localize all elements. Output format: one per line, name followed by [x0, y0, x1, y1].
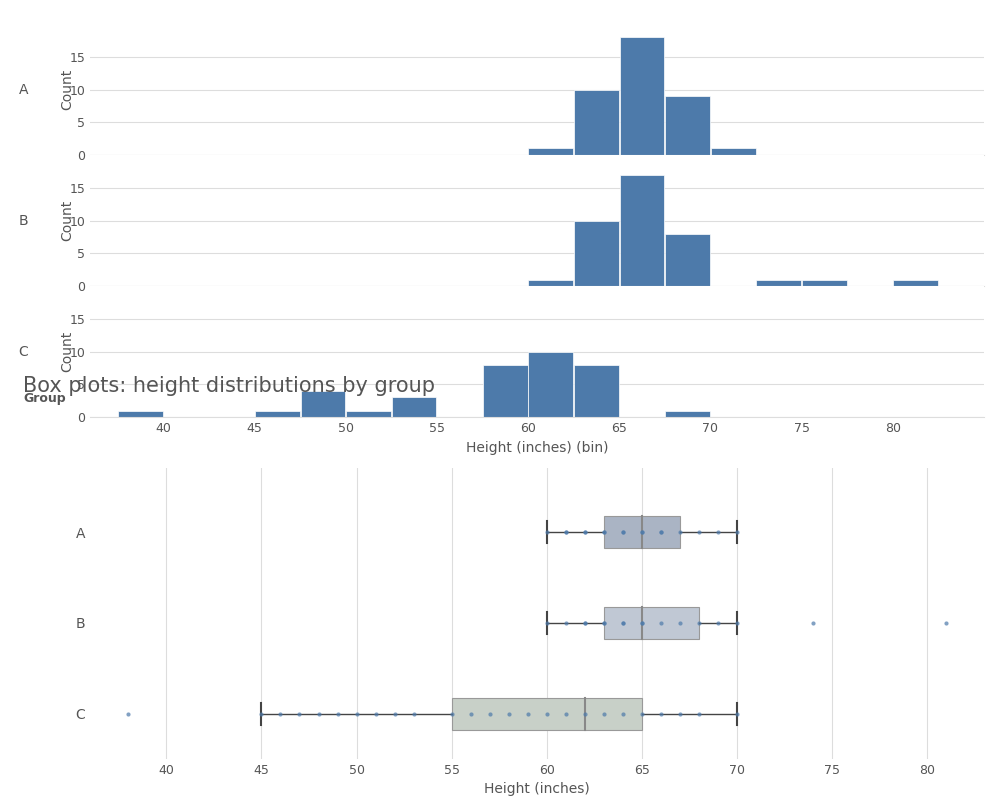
Point: [652, 707, 668, 720]
Point: [538, 707, 554, 720]
Bar: [603, 516, 679, 548]
Point: [595, 526, 611, 539]
Point: [652, 526, 668, 539]
Point: [595, 617, 611, 630]
Point: [709, 617, 725, 630]
Point: [291, 707, 307, 720]
Point: [728, 526, 744, 539]
Point: [652, 617, 668, 630]
Bar: [665, 411, 709, 417]
Point: [576, 617, 592, 630]
Point: [500, 707, 517, 720]
Point: [576, 526, 592, 539]
Text: B: B: [18, 213, 28, 228]
Point: [405, 707, 421, 720]
Point: [272, 707, 288, 720]
Point: [386, 707, 402, 720]
Text: Box plots: height distributions by group: Box plots: height distributions by group: [23, 376, 435, 396]
Bar: [346, 411, 390, 417]
Point: [595, 526, 611, 539]
Point: [367, 707, 383, 720]
Bar: [300, 391, 345, 417]
Point: [804, 617, 820, 630]
Bar: [603, 607, 698, 638]
Point: [462, 707, 478, 720]
Point: [728, 707, 744, 720]
Bar: [574, 89, 618, 155]
Text: A: A: [19, 82, 28, 97]
Point: [557, 526, 573, 539]
Point: [633, 617, 649, 630]
Bar: [482, 364, 527, 417]
Point: [520, 707, 536, 720]
Bar: [893, 280, 937, 286]
X-axis label: Height (inches) (bin): Height (inches) (bin): [465, 440, 608, 455]
Point: [443, 707, 459, 720]
Point: [633, 526, 649, 539]
Point: [595, 707, 611, 720]
Point: [481, 707, 497, 720]
Y-axis label: Count: Count: [60, 331, 74, 372]
Point: [557, 526, 573, 539]
Bar: [528, 149, 573, 155]
Point: [633, 707, 649, 720]
Point: [937, 617, 953, 630]
Point: [728, 617, 744, 630]
Point: [652, 526, 668, 539]
Bar: [665, 96, 709, 155]
Point: [557, 707, 573, 720]
Point: [614, 526, 630, 539]
Point: [538, 526, 554, 539]
Y-axis label: Count: Count: [60, 69, 74, 110]
Text: C: C: [18, 344, 28, 359]
Point: [633, 526, 649, 539]
X-axis label: Height (inches): Height (inches): [483, 782, 590, 797]
Point: [614, 526, 630, 539]
Point: [595, 617, 611, 630]
Bar: [391, 397, 436, 417]
Point: [671, 707, 687, 720]
Text: Group: Group: [23, 392, 66, 404]
Point: [576, 707, 592, 720]
Bar: [528, 352, 573, 417]
Point: [671, 617, 687, 630]
Point: [671, 526, 687, 539]
Point: [576, 526, 592, 539]
Bar: [755, 280, 800, 286]
Point: [690, 526, 706, 539]
Point: [633, 617, 649, 630]
Bar: [528, 280, 573, 286]
Point: [557, 617, 573, 630]
Point: [310, 707, 326, 720]
Point: [538, 617, 554, 630]
Bar: [710, 149, 755, 155]
Point: [348, 707, 364, 720]
Bar: [801, 280, 846, 286]
Bar: [574, 221, 618, 286]
Bar: [665, 233, 709, 286]
Bar: [619, 37, 664, 155]
Point: [709, 526, 725, 539]
Bar: [574, 364, 618, 417]
Point: [614, 617, 630, 630]
Point: [614, 707, 630, 720]
Y-axis label: Count: Count: [60, 200, 74, 241]
Point: [614, 617, 630, 630]
Point: [576, 617, 592, 630]
Point: [329, 707, 345, 720]
Point: [690, 707, 706, 720]
Bar: [619, 175, 664, 286]
Bar: [255, 411, 299, 417]
Point: [690, 617, 706, 630]
Bar: [451, 698, 641, 729]
Point: [253, 707, 269, 720]
Bar: [118, 411, 162, 417]
Point: [120, 707, 136, 720]
